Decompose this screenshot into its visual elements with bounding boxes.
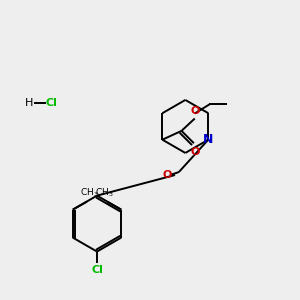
Text: O: O bbox=[191, 106, 200, 116]
Text: Cl: Cl bbox=[45, 98, 57, 108]
Text: O: O bbox=[191, 147, 200, 157]
Text: N: N bbox=[203, 133, 214, 146]
Text: O: O bbox=[162, 170, 172, 180]
Text: H: H bbox=[25, 98, 34, 108]
Text: Cl: Cl bbox=[91, 265, 103, 275]
Text: CH$_3$: CH$_3$ bbox=[80, 186, 99, 199]
Text: CH$_3$: CH$_3$ bbox=[95, 186, 114, 199]
